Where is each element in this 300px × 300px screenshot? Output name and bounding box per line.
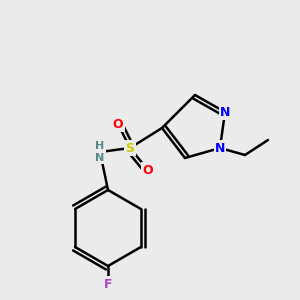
Text: N: N (220, 106, 230, 118)
Text: N: N (215, 142, 225, 154)
Text: S: S (125, 142, 134, 154)
Text: F: F (104, 278, 112, 290)
Text: O: O (143, 164, 153, 176)
Text: H
N: H N (95, 141, 105, 163)
Text: O: O (113, 118, 123, 130)
